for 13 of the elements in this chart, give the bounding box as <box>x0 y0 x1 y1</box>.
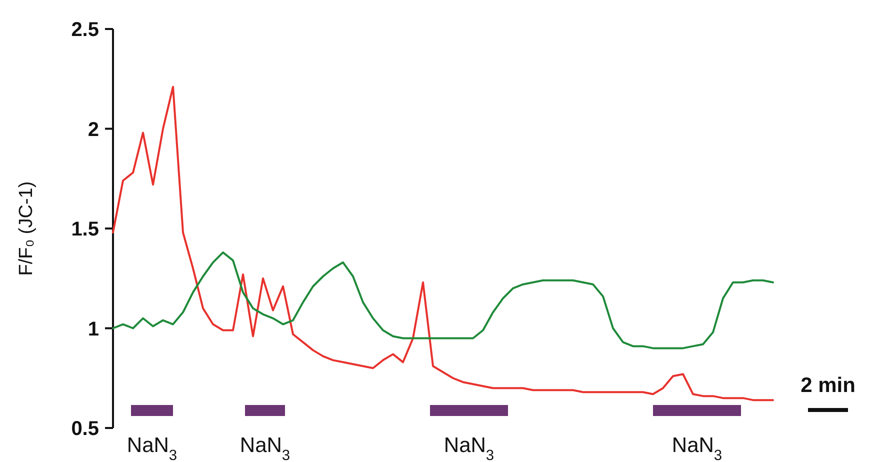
text: NaN$_{3}$ <box>672 434 722 462</box>
text: NaN$_{3}$ <box>444 434 494 462</box>
text: 2 min <box>800 374 856 397</box>
line-series <box>112 86 774 402</box>
y-tick-label: 1.5 <box>71 218 99 240</box>
y-tick-label: 1 <box>88 318 99 340</box>
line-series <box>112 251 774 350</box>
text: NaN$_{3}$ <box>240 434 290 462</box>
text: NaN$_{3}$ <box>126 434 178 462</box>
y-tick-label: 2.5 <box>71 19 99 41</box>
y-tick-label: 2 <box>88 118 99 141</box>
y-axis-title: F/F₀ (JC-1) <box>16 181 37 276</box>
y-tick-label: 0.5 <box>71 418 99 440</box>
